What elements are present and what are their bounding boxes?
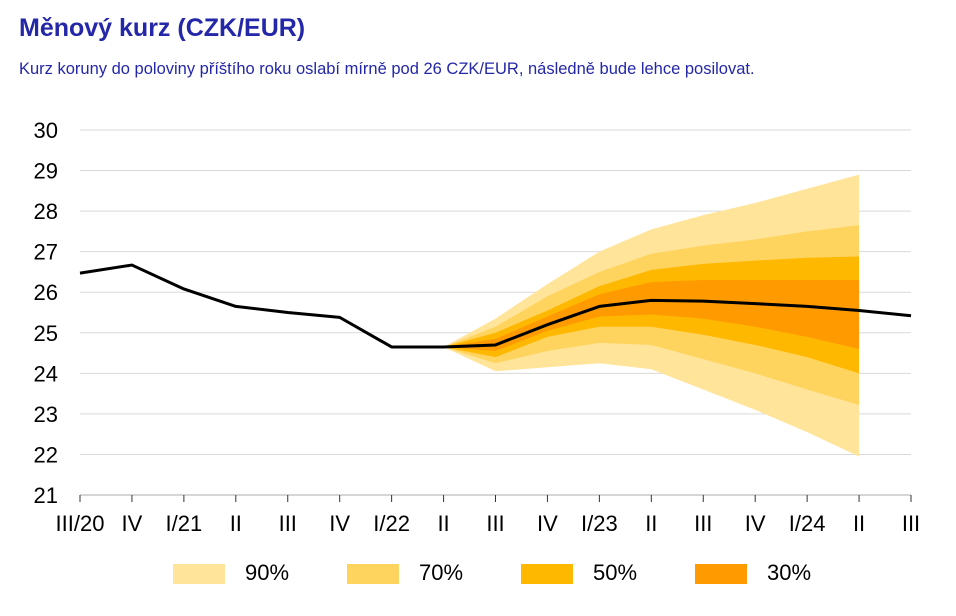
y-tick-label: 26 bbox=[34, 280, 58, 305]
x-tick-label: II bbox=[853, 511, 865, 536]
legend-label-90: 90% bbox=[245, 560, 290, 585]
exchange-rate-line bbox=[79, 263, 912, 349]
y-tick-label: 27 bbox=[34, 240, 58, 265]
x-tick-label: IV bbox=[329, 511, 350, 536]
y-tick-label: 23 bbox=[34, 402, 58, 427]
x-tick-label: I/21 bbox=[166, 511, 203, 536]
x-tick-label: IV bbox=[537, 511, 558, 536]
fan-band-30 bbox=[443, 280, 860, 352]
x-tick-label: III bbox=[694, 511, 712, 536]
x-tick-label: IV bbox=[122, 511, 143, 536]
x-tick-label: II bbox=[645, 511, 657, 536]
legend-swatch-70 bbox=[347, 564, 399, 584]
y-tick-label: 24 bbox=[34, 361, 58, 386]
x-tick-label: III/20 bbox=[56, 511, 105, 536]
y-tick-label: 28 bbox=[34, 199, 58, 224]
grid-lines bbox=[80, 129, 911, 455]
legend-label-70: 70% bbox=[419, 560, 464, 585]
x-tick-label: I/22 bbox=[373, 511, 410, 536]
x-axis bbox=[79, 494, 912, 502]
y-tick-label: 30 bbox=[34, 118, 58, 143]
chart-title: Měnový kurz (CZK/EUR) bbox=[19, 14, 306, 42]
x-tick-label: II bbox=[230, 511, 242, 536]
x-axis-labels: III/20 IV I/21 II III IV I/22 II III IV I/23 II III I… bbox=[56, 511, 921, 536]
legend-swatch-50 bbox=[521, 564, 573, 584]
x-tick-label: III bbox=[902, 511, 920, 536]
legend-swatch-30 bbox=[695, 564, 747, 584]
legend: 90% 70% 50% 30% bbox=[0, 557, 956, 593]
y-tick-label: 29 bbox=[34, 159, 58, 184]
x-tick-label: IV bbox=[745, 511, 766, 536]
chart-subtitle: Kurz koruny do poloviny příštího roku os… bbox=[19, 60, 755, 78]
x-tick-label: I/23 bbox=[581, 511, 618, 536]
y-tick-label: 25 bbox=[34, 321, 58, 346]
legend-label-50: 50% bbox=[593, 560, 638, 585]
x-tick-label: I/24 bbox=[789, 511, 826, 536]
x-tick-label: II bbox=[437, 511, 449, 536]
legend-swatch-90 bbox=[173, 564, 225, 584]
y-tick-label: 22 bbox=[34, 442, 58, 467]
y-tick-label: 21 bbox=[34, 483, 58, 508]
x-tick-label: III bbox=[486, 511, 504, 536]
x-tick-label: III bbox=[279, 511, 297, 536]
fan-bands bbox=[443, 174, 860, 457]
legend-label-30: 30% bbox=[767, 560, 812, 585]
y-axis-labels: 21 22 23 24 25 26 27 28 29 30 bbox=[34, 118, 58, 508]
